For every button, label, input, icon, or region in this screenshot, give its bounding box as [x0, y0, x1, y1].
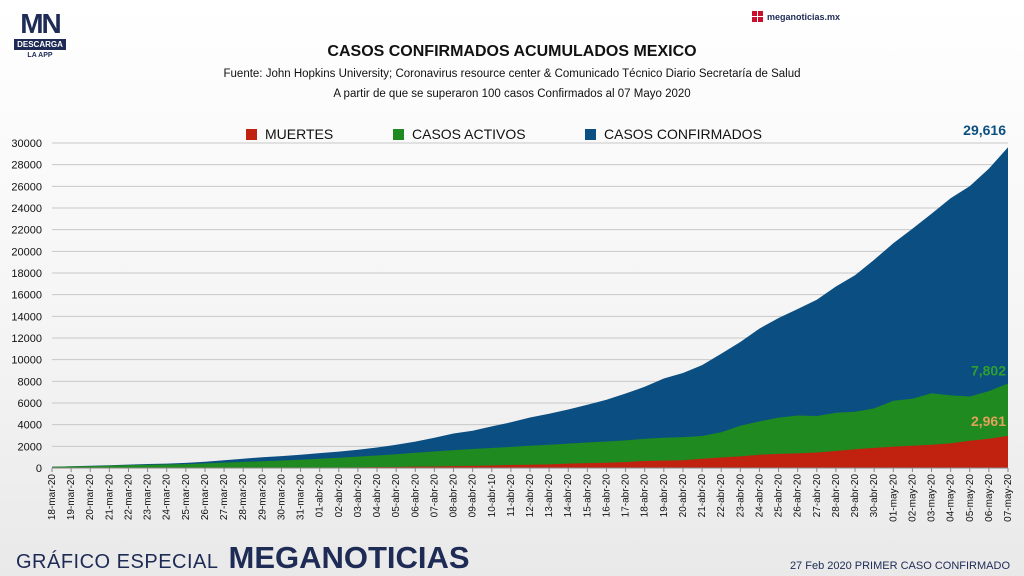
x-tick-label: 28-abr-20 — [831, 474, 842, 518]
area-confirmados — [52, 147, 1008, 468]
footer-banner: GRÁFICO ESPECIAL MEGANOTICIAS — [16, 540, 470, 576]
legend-swatch-activos — [393, 128, 404, 140]
x-tick-label: 08-abr-20 — [449, 474, 460, 518]
end-label-confirmados: 29,616 — [963, 122, 1006, 138]
x-tick-label: 03-may-20 — [927, 474, 938, 522]
y-tick-label: 22000 — [11, 225, 42, 237]
legend-item-activos: CASOS ACTIVOS — [393, 126, 526, 142]
legend-swatch-muertes — [246, 128, 257, 140]
x-tick-label: 29-mar-20 — [257, 474, 268, 521]
x-tick-label: 03-abr-20 — [353, 474, 364, 518]
x-tick-label: 10-abr-10 — [487, 474, 498, 518]
x-tick-label: 22-mar-20 — [123, 474, 134, 521]
x-tick-label: 26-abr-20 — [793, 474, 804, 518]
site-link[interactable]: meganoticias.mx — [752, 11, 840, 22]
x-tick-label: 21-abr-20 — [697, 474, 708, 518]
y-tick-label: 2000 — [18, 441, 42, 453]
end-label-muertes: 2,961 — [971, 413, 1006, 429]
legend-item-muertes: MUERTES — [246, 126, 333, 142]
x-tick-label: 25-abr-20 — [774, 474, 785, 518]
x-tick-label: 05-may-20 — [965, 474, 976, 522]
x-tick-label: 19-abr-20 — [659, 474, 670, 518]
x-tick-label: 18-mar-20 — [47, 474, 58, 521]
x-tick-label: 20-mar-20 — [85, 474, 96, 521]
x-tick-label: 15-abr-20 — [582, 474, 593, 518]
x-tick-label: 19-mar-20 — [66, 474, 77, 521]
x-tick-label: 02-abr-20 — [334, 474, 345, 518]
y-tick-label: 24000 — [11, 203, 42, 215]
y-tick-label: 28000 — [11, 160, 42, 172]
area-muertes — [52, 435, 1008, 468]
chart-title: CASOS CONFIRMADOS ACUMULADOS MEXICO — [327, 43, 697, 60]
x-tick-label: 18-abr-20 — [640, 474, 651, 518]
x-tick-label: 25-mar-20 — [181, 474, 192, 521]
x-tick-label: 23-mar-20 — [143, 474, 154, 521]
y-tick-label: 26000 — [11, 181, 42, 193]
x-tick-label: 05-abr-20 — [391, 474, 402, 518]
x-tick-label: 04-may-20 — [946, 474, 957, 522]
x-tick-label: 26-mar-20 — [200, 474, 211, 521]
x-tick-label: 09-abr-20 — [468, 474, 479, 518]
y-tick-label: 20000 — [11, 246, 42, 258]
x-tick-label: 24-mar-20 — [162, 474, 173, 521]
y-tick-label: 18000 — [11, 268, 42, 280]
x-tick-label: 30-mar-20 — [276, 474, 287, 521]
x-tick-label: 20-abr-20 — [678, 474, 689, 518]
y-tick-label: 0 — [36, 463, 42, 475]
x-tick-label: 27-abr-20 — [812, 474, 823, 518]
y-tick-label: 8000 — [18, 376, 42, 388]
x-tick-label: 07-may-20 — [1003, 474, 1014, 522]
x-tick-label: 17-abr-20 — [621, 474, 632, 518]
x-tick-label: 28-mar-20 — [238, 474, 249, 521]
x-tick-label: 21-mar-20 — [104, 474, 115, 521]
legend-label-confirmados: CASOS CONFIRMADOS — [604, 126, 762, 142]
logo-mark: MN — [20, 8, 62, 39]
footer-note: 27 Feb 2020 PRIMER CASO CONFIRMADO — [789, 560, 1010, 572]
legend-label-muertes: MUERTES — [265, 126, 334, 142]
x-tick-label: 13-abr-20 — [544, 474, 555, 518]
footer-label: GRÁFICO ESPECIAL — [16, 551, 219, 573]
y-tick-label: 12000 — [11, 333, 42, 345]
app-logo[interactable]: MN DESCARGA LA APP — [14, 10, 66, 59]
legend-label-activos: CASOS ACTIVOS — [412, 126, 526, 142]
x-tick-label: 22-abr-20 — [716, 474, 727, 518]
y-tick-label: 6000 — [18, 398, 42, 410]
x-tick-label: 14-abr-20 — [563, 474, 574, 518]
x-tick-label: 01-abr-20 — [315, 474, 326, 518]
x-tick-label: 29-abr-20 — [850, 474, 861, 518]
legend-item-confirmados: CASOS CONFIRMADOS — [585, 126, 762, 142]
x-tick-label: 12-abr-20 — [525, 474, 536, 518]
x-tick-label: 07-abr-20 — [429, 474, 440, 518]
y-tick-label: 14000 — [11, 311, 42, 323]
x-tick-label: 11-abr-20 — [506, 474, 517, 517]
x-tick-label: 24-abr-20 — [754, 474, 765, 518]
legend-swatch-confirmados — [585, 128, 596, 140]
footer-brand: MEGANOTICIAS — [228, 540, 470, 575]
x-tick-label: 04-abr-20 — [372, 474, 383, 518]
end-label-activos: 7,802 — [971, 362, 1006, 378]
x-tick-label: 06-abr-20 — [410, 474, 421, 518]
x-tick-label: 06-may-20 — [984, 474, 995, 522]
x-tick-label: 31-mar-20 — [296, 474, 307, 521]
y-tick-label: 30000 — [11, 138, 42, 150]
x-tick-label: 27-mar-20 — [219, 474, 230, 521]
chart-source: Fuente: John Hopkins University; Coronav… — [223, 68, 801, 80]
x-tick-label: 23-abr-20 — [735, 474, 746, 518]
x-tick-label: 16-abr-20 — [601, 474, 612, 518]
x-tick-label: 02-may-20 — [907, 474, 918, 522]
y-tick-label: 10000 — [11, 355, 42, 367]
y-tick-label: 4000 — [18, 420, 42, 432]
logo-subtitle: LA APP — [27, 52, 53, 59]
y-tick-label: 16000 — [11, 290, 42, 302]
x-tick-label: 01-may-20 — [888, 474, 899, 522]
site-label: meganoticias.mx — [767, 11, 841, 22]
site-icon — [752, 11, 763, 22]
chart-subtitle: A partir de que se superaron 100 casos C… — [333, 88, 691, 100]
logo-band: DESCARGA — [14, 39, 66, 50]
area-activos — [52, 383, 1008, 468]
x-tick-label: 30-abr-20 — [869, 474, 880, 518]
